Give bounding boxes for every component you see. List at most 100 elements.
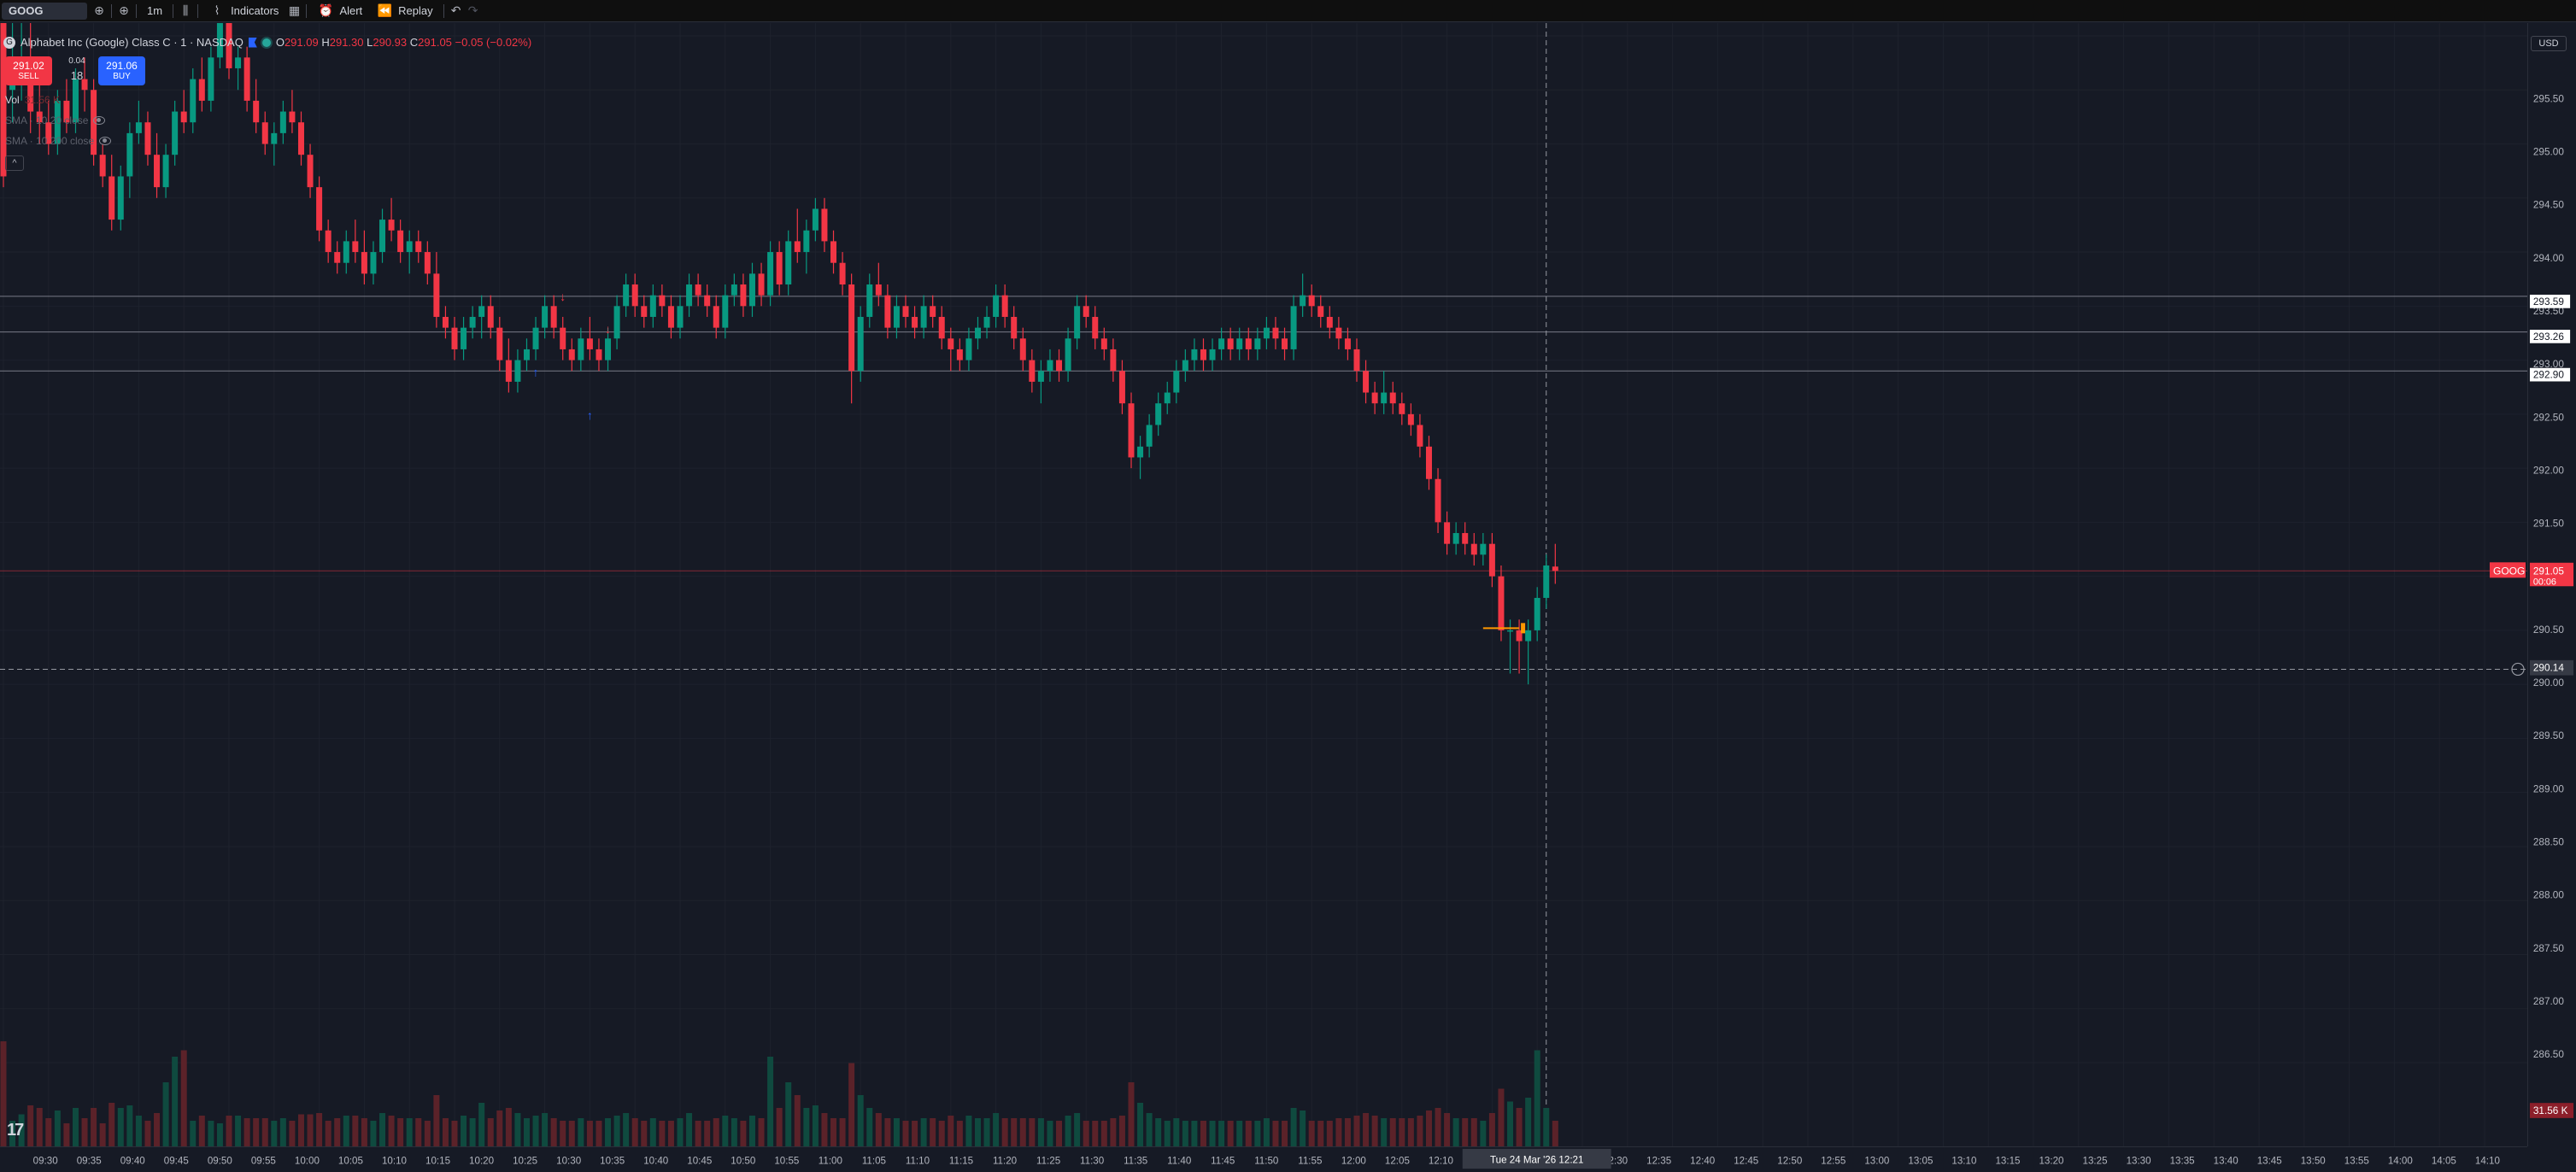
volume-bar — [325, 1121, 332, 1146]
volume-bar — [1425, 1110, 1432, 1146]
eye-hidden-icon[interactable] — [93, 116, 106, 125]
candle-body — [109, 176, 115, 220]
volume-bar — [180, 1050, 187, 1146]
time-axis[interactable]: 09:30 09:35 09:40 09:45 09:50 09:55 10:00 10:05… — [0, 1146, 2527, 1172]
volume-bar — [1290, 1108, 1297, 1146]
candle-body — [1444, 522, 1451, 544]
symbol-search-input[interactable]: GOOG — [2, 2, 87, 20]
candle-body — [433, 273, 440, 317]
volume-bar — [1209, 1121, 1216, 1146]
volume-bar — [63, 1123, 70, 1146]
tradingview-logo[interactable]: 17 — [7, 1121, 24, 1140]
sma-200-legend[interactable]: SMA · 10 200 close — [5, 135, 112, 147]
candles-icon[interactable]: ⫼ — [182, 3, 189, 17]
candle-body — [821, 208, 828, 242]
symbol-title[interactable]: Alphabet Inc (Google) Class C · 1 · NASD… — [21, 36, 244, 49]
candle-body — [1326, 316, 1333, 328]
volume-bar — [767, 1057, 774, 1146]
candle-body — [740, 284, 747, 307]
candle-body — [586, 338, 593, 349]
candle-body — [244, 57, 250, 101]
sell-button[interactable]: 291.02 SELL — [5, 56, 52, 85]
time-tick-label: 13:30 — [2127, 1155, 2151, 1166]
volume-bar — [135, 1116, 142, 1146]
volume-bar — [316, 1113, 323, 1146]
price-tick-label: 291.50 — [2533, 519, 2564, 530]
volume-bar — [415, 1118, 422, 1146]
level-price-badge — [2529, 294, 2571, 308]
candle-body — [623, 284, 630, 307]
indicators-button[interactable]: ⌇ Indicators — [202, 2, 285, 21]
compare-icon[interactable]: ⊕ — [94, 3, 104, 17]
volume-bar — [1363, 1113, 1370, 1146]
candle-body — [1092, 316, 1099, 339]
candle-body — [560, 327, 566, 349]
toolbar-divider — [136, 3, 137, 18]
candle-body — [1155, 403, 1162, 425]
undo-icon[interactable]: ↶ — [450, 3, 461, 17]
time-tick-label: 13:55 — [2344, 1155, 2369, 1166]
volume-bar — [1236, 1121, 1243, 1146]
sma-200-label: SMA · 10 200 close — [5, 135, 95, 147]
flag-icon[interactable] — [248, 37, 257, 48]
eye-hidden-icon[interactable] — [99, 137, 112, 145]
crosshair-price-label: 290.14 — [2533, 663, 2564, 674]
redo-icon[interactable]: ↷ — [467, 3, 478, 17]
candle-body — [1507, 630, 1514, 632]
candle-body — [1425, 446, 1432, 479]
volume-bar — [1326, 1121, 1333, 1146]
candle-body — [72, 79, 79, 123]
open-value: 291.09 — [284, 36, 319, 49]
time-tick-label: 10:15 — [425, 1155, 450, 1166]
candle-body — [36, 111, 43, 123]
candle-body — [812, 208, 819, 231]
alert-button[interactable]: ⏰ Alert — [310, 2, 369, 21]
add-symbol-icon[interactable]: ⊕ — [119, 3, 129, 17]
candle-body — [1001, 295, 1008, 317]
time-tick-label: 13:35 — [2170, 1155, 2195, 1166]
sma-20-legend[interactable]: SMA · 10 20 close — [5, 114, 106, 126]
candle-body — [568, 349, 575, 360]
top-toolbar: GOOG ⊕ ⊕ 1m ⫼ ⌇ Indicators ▦ ⏰ Alert ⏪ R… — [0, 0, 2576, 22]
candle-body — [514, 360, 521, 382]
volume-bar — [948, 1116, 954, 1146]
countdown-label: 00:06 — [2533, 577, 2556, 587]
last-price-label: 291.05 — [2533, 566, 2564, 577]
buy-button[interactable]: 291.06 BUY — [98, 56, 145, 85]
replay-label: Replay — [398, 4, 433, 17]
volume-bar — [496, 1110, 503, 1146]
candle-body — [1488, 543, 1495, 577]
candle-body — [424, 252, 431, 274]
symbol-price-tag — [2490, 562, 2526, 578]
candle-body — [748, 273, 755, 307]
candle-body — [523, 349, 530, 360]
candle-body — [1317, 306, 1324, 317]
replay-button[interactable]: ⏪ Replay — [369, 2, 439, 21]
candle-body — [1389, 392, 1396, 404]
volume-bar — [631, 1118, 638, 1146]
volume-bar — [1137, 1103, 1144, 1146]
price-chart[interactable]: ↓ ↑ ↑ ↓ GOOG — [0, 23, 2527, 1146]
candle-body — [461, 327, 467, 349]
volume-bar — [974, 1118, 981, 1146]
volume-bar — [866, 1108, 873, 1146]
volume-indicator-legend[interactable]: Vol 31.56 K — [5, 94, 60, 106]
trade-marker-arrow: ↑ — [587, 408, 593, 422]
volume-bar — [1407, 1118, 1414, 1146]
crosshair-time-label: Tue 24 Mar '26 12:21 — [1490, 1154, 1583, 1165]
currency-label: USD — [2538, 38, 2559, 49]
templates-icon[interactable]: ▦ — [288, 3, 301, 17]
candle-body — [1128, 403, 1135, 458]
candle-body — [1363, 371, 1370, 393]
interval-button[interactable]: 1m — [140, 2, 169, 21]
price-axis[interactable]: 296.00295.50295.00294.50294.00293.50293.… — [2527, 23, 2576, 1146]
time-tick-label: 13:00 — [1864, 1155, 1889, 1166]
candle-body — [1065, 338, 1071, 372]
collapse-legend-button[interactable]: ^ — [5, 155, 24, 171]
currency-selector[interactable]: USD — [2531, 36, 2567, 51]
volume-bar — [352, 1116, 359, 1146]
volume-bar — [830, 1118, 837, 1146]
volume-badge-label: 31.56 K — [2533, 1105, 2568, 1116]
market-open-icon — [261, 38, 271, 47]
spread-quantity[interactable]: 0.04 18 — [60, 56, 94, 82]
